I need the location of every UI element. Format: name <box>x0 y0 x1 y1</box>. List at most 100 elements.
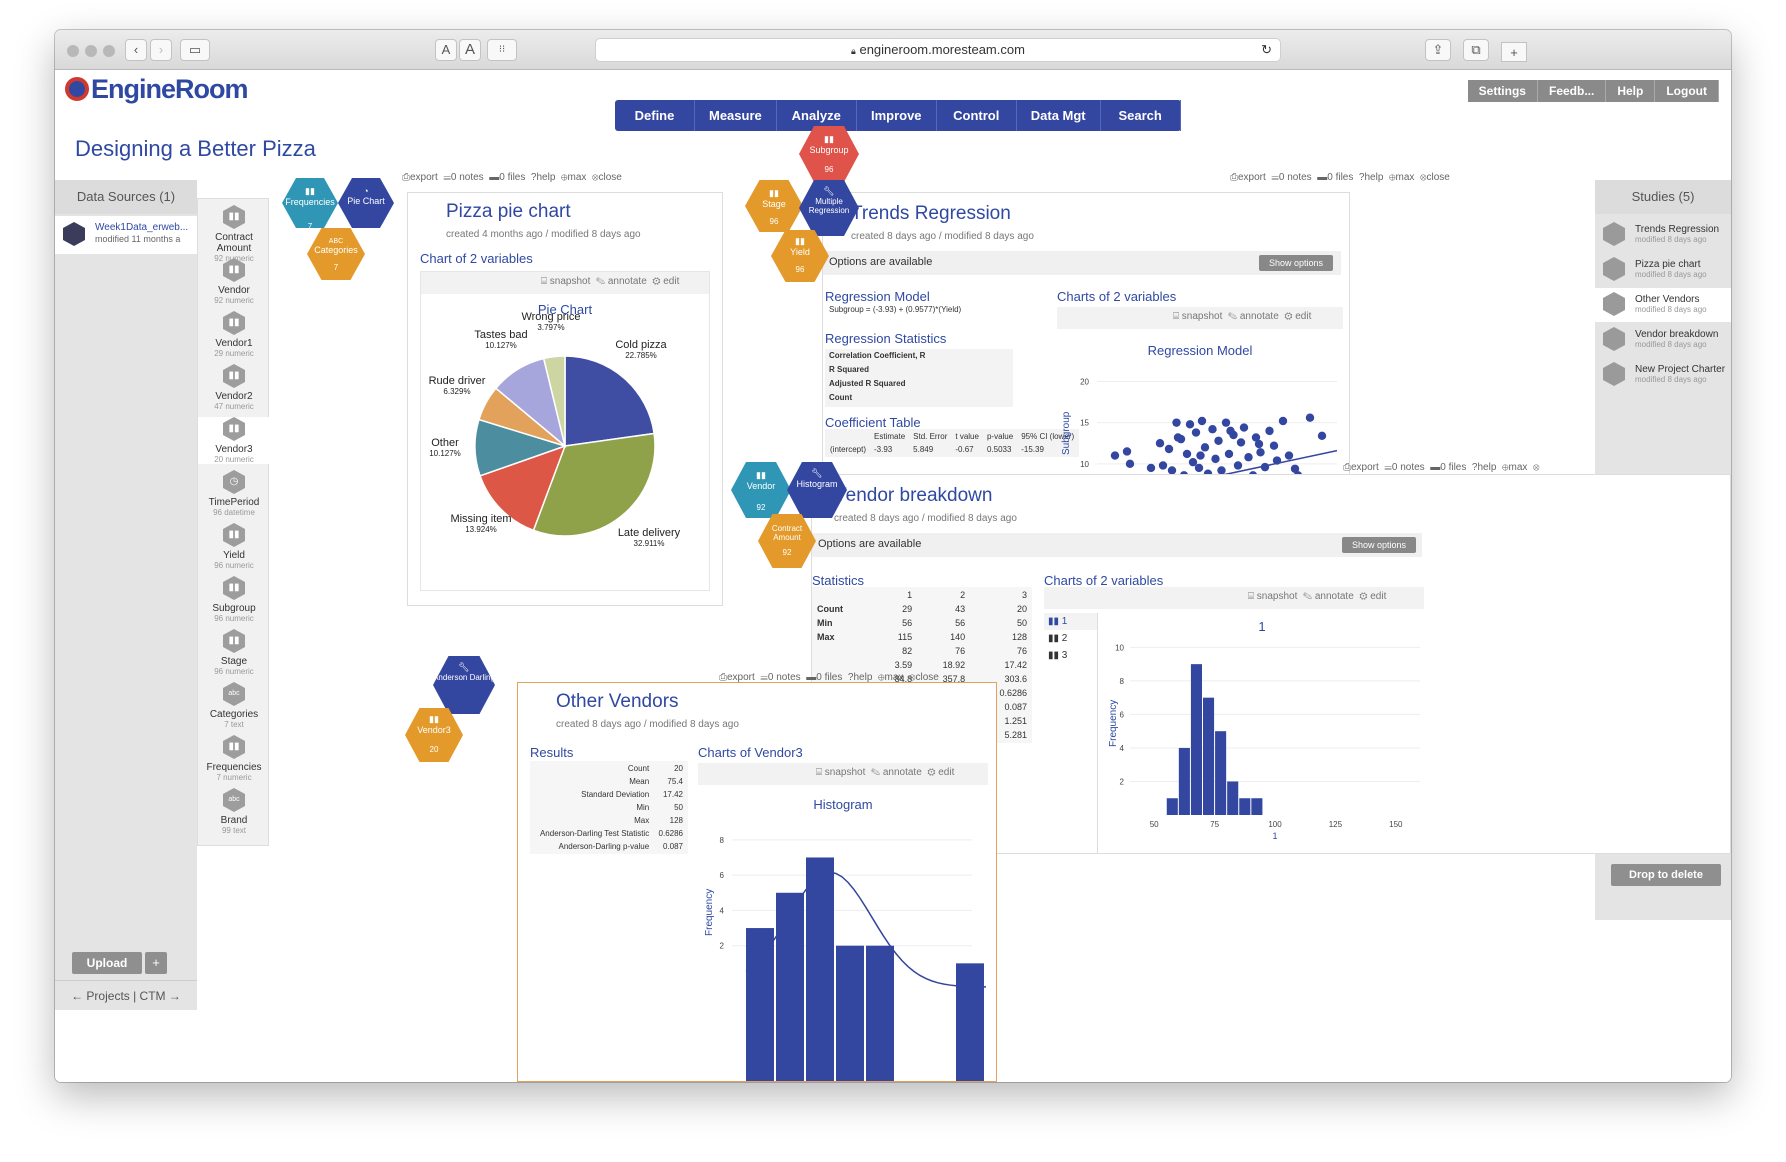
feedback-button[interactable]: Feedb... <box>1537 80 1607 102</box>
close-link[interactable]: close <box>598 172 622 183</box>
minimize-window-dot[interactable] <box>85 45 97 57</box>
variable-item[interactable]: ▮▮ Vendor 92 numeric <box>198 258 270 305</box>
pencil-icon[interactable]: ✎ <box>1302 591 1313 602</box>
edit-link[interactable]: edit <box>1370 591 1387 602</box>
sidebar-toggle-icon[interactable]: ▭ <box>180 39 210 61</box>
annotate-link[interactable]: annotate <box>607 276 647 287</box>
close-icon[interactable]: ⊗ <box>1419 172 1427 183</box>
export-link[interactable]: export <box>410 172 438 183</box>
study-item[interactable]: Other Vendors modified 8 days ago <box>1595 288 1731 322</box>
notes-link[interactable]: 0 notes <box>1391 462 1425 473</box>
variable-item[interactable]: ▮▮ Contract Amount 92 numeric <box>198 205 270 263</box>
logout-button[interactable]: Logout <box>1655 80 1719 102</box>
export-icon[interactable]: ⎙ <box>719 672 727 683</box>
nav-search[interactable]: Search <box>1101 100 1181 131</box>
back-icon[interactable]: ‹ <box>125 39 147 61</box>
series-tab-1[interactable]: ▮▮ 1 <box>1044 613 1097 630</box>
camera-icon[interactable]: ⌸ <box>1248 591 1254 602</box>
hex-yield[interactable]: ▮▮ Yield 96 <box>771 230 829 282</box>
upload-button[interactable]: Upload <box>72 952 142 974</box>
hex-frequencies[interactable]: ▮▮ Frequencies <box>282 178 338 228</box>
files-link[interactable]: 0 files <box>1327 172 1354 183</box>
max-icon[interactable]: ⊕ <box>560 172 568 183</box>
hex-subgroup[interactable]: ▮▮ Subgroup 96 <box>799 126 859 182</box>
app-logo[interactable]: EngineRoom <box>65 74 248 105</box>
gear-icon[interactable]: ⚙ <box>1284 311 1293 322</box>
snapshot-link[interactable]: snapshot <box>824 767 866 778</box>
study-item[interactable]: Trends Regression modified 8 days ago <box>1595 218 1731 252</box>
hex-contract-amount[interactable]: Contract Amount 92 <box>758 514 816 568</box>
export-icon[interactable]: ⎙ <box>1230 172 1238 183</box>
snapshot-link[interactable]: snapshot <box>1181 311 1223 322</box>
max-link[interactable]: max <box>567 172 587 183</box>
variable-item[interactable]: ▮▮ Vendor1 29 numeric <box>198 311 270 358</box>
close-window-dot[interactable] <box>67 45 79 57</box>
camera-icon[interactable]: ⌸ <box>1173 311 1179 322</box>
other-vendors-study[interactable]: Other Vendors created 8 days ago / modif… <box>517 682 997 1082</box>
files-icon[interactable]: ▬ <box>1317 172 1328 183</box>
gear-icon[interactable]: ⚙ <box>927 767 936 778</box>
camera-icon[interactable]: ⌸ <box>541 276 547 287</box>
notes-link[interactable]: 0 notes <box>1278 172 1312 183</box>
add-source-button[interactable]: + <box>145 952 167 974</box>
files-icon[interactable]: ▬ <box>489 172 500 183</box>
help-button[interactable]: Help <box>1606 80 1656 102</box>
snapshot-link[interactable]: snapshot <box>1256 591 1298 602</box>
variable-item[interactable]: ▮▮ Vendor3 20 numeric <box>198 417 270 464</box>
gear-icon[interactable]: ⚙ <box>652 276 661 287</box>
annotate-link[interactable]: annotate <box>882 767 922 778</box>
font-smaller-button[interactable]: A <box>435 39 457 61</box>
notes-icon[interactable]: ☰ <box>1384 462 1392 473</box>
help-link[interactable]: help <box>536 172 556 183</box>
snapshot-link[interactable]: snapshot <box>549 276 591 287</box>
reader-icon[interactable]: ⁝⁝ <box>487 39 517 61</box>
camera-icon[interactable]: ⌸ <box>816 767 822 778</box>
max-link[interactable]: max <box>884 672 904 683</box>
drop-to-delete-button[interactable]: Drop to delete <box>1611 864 1721 886</box>
address-bar[interactable]: 🔒︎ engineroom.moresteam.com ↻ <box>595 38 1281 62</box>
notes-icon[interactable]: ☰ <box>443 172 451 183</box>
series-tab-3[interactable]: ▮▮ 3 <box>1044 647 1097 664</box>
close-icon[interactable]: ⊗ <box>1532 462 1540 473</box>
hex-pie-chart[interactable]: ◔ Pie Chart <box>338 178 394 228</box>
notes-icon[interactable]: ☰ <box>760 672 768 683</box>
hex-vendor[interactable]: ▮▮ Vendor 92 <box>731 462 791 518</box>
help-icon[interactable]: ? <box>1471 462 1478 473</box>
files-link[interactable]: 0 files <box>499 172 526 183</box>
files-link[interactable]: 0 files <box>816 672 843 683</box>
gear-icon[interactable]: ⚙ <box>1359 591 1368 602</box>
hex-anderson-darling[interactable]: 🔧︎ Anderson Darling <box>433 656 495 714</box>
edit-link[interactable]: edit <box>663 276 680 287</box>
nav-define[interactable]: Define <box>615 100 695 131</box>
max-link[interactable]: max <box>1395 172 1415 183</box>
zoom-window-dot[interactable] <box>103 45 115 57</box>
export-icon[interactable]: ⎙ <box>402 172 410 183</box>
notes-icon[interactable]: ☰ <box>1271 172 1279 183</box>
help-link[interactable]: help <box>1477 462 1497 473</box>
projects-link[interactable]: ← Projects | CTM → <box>55 980 197 1010</box>
variable-item[interactable]: ▮▮ Frequencies 7 numeric <box>198 735 270 782</box>
pencil-icon[interactable]: ✎ <box>595 276 606 287</box>
help-link[interactable]: help <box>1364 172 1384 183</box>
help-icon[interactable]: ? <box>530 172 537 183</box>
nav-control[interactable]: Control <box>937 100 1017 131</box>
nav-data-mgt[interactable]: Data Mgt <box>1017 100 1101 131</box>
data-source-item[interactable]: Week1Data_erweb... modified 11 months a <box>55 216 197 254</box>
edit-link[interactable]: edit <box>938 767 955 778</box>
variable-item[interactable]: ▮▮ Vendor2 47 numeric <box>198 364 270 411</box>
close-link[interactable]: close <box>1426 172 1450 183</box>
max-icon[interactable]: ⊕ <box>877 672 885 683</box>
edit-link[interactable]: edit <box>1295 311 1312 322</box>
show-options-button[interactable]: Show options <box>1259 255 1334 271</box>
nav-improve[interactable]: Improve <box>857 100 937 131</box>
series-tab-2[interactable]: ▮▮ 2 <box>1044 630 1097 647</box>
pencil-icon[interactable]: ✎ <box>870 767 881 778</box>
hex-categories[interactable]: ABC Categories 7 <box>307 228 365 280</box>
help-icon[interactable]: ? <box>847 672 854 683</box>
variable-item[interactable]: abc Brand 99 text <box>198 788 270 835</box>
max-icon[interactable]: ⊕ <box>1501 462 1509 473</box>
variable-item[interactable]: ◷ TimePeriod 96 datetime <box>198 470 270 517</box>
tabs-icon[interactable]: ⧉ <box>1463 39 1489 61</box>
max-icon[interactable]: ⊕ <box>1388 172 1396 183</box>
pencil-icon[interactable]: ✎ <box>1227 311 1238 322</box>
